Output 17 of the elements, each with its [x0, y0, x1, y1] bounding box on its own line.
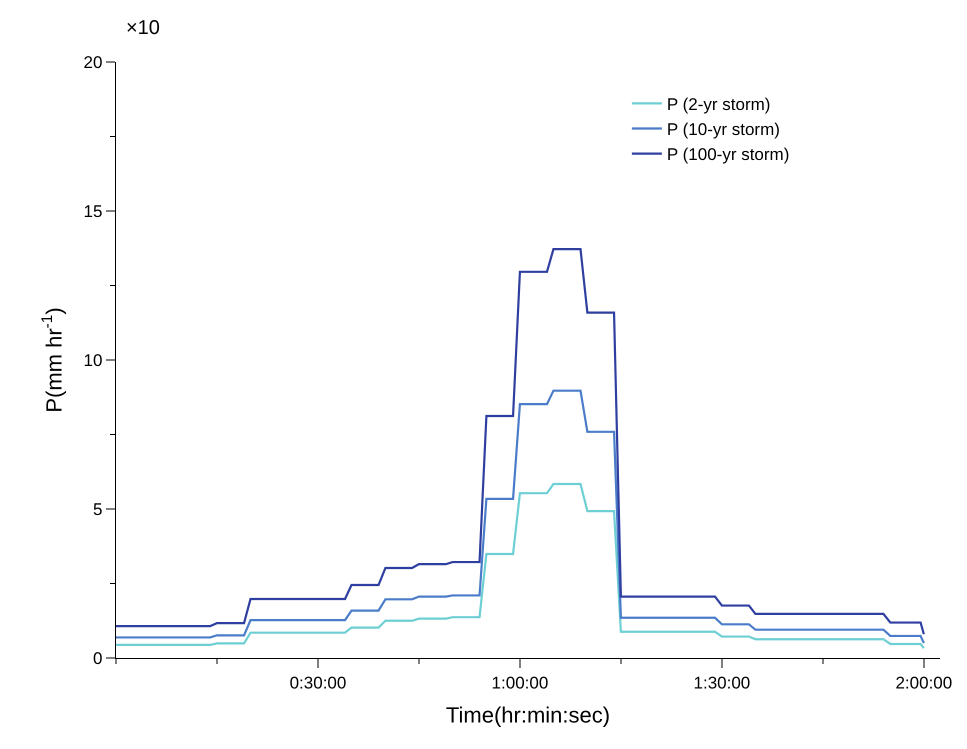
y-tick-label: 0 [92, 648, 102, 668]
y-tick-label: 15 [84, 202, 102, 221]
y-tick-label: 20 [84, 52, 102, 72]
y-tick-label: 10 [84, 350, 102, 370]
y-tick-label: 5 [92, 500, 102, 519]
x-tick-label: 2:00:00 [895, 674, 952, 693]
legend-label: P (2-yr storm) [666, 95, 770, 114]
x-tick-label: 1:00:00 [492, 674, 548, 693]
legend-label: P (100-yr storm) [666, 145, 790, 164]
text: ×10 [126, 17, 160, 39]
x-tick-label: 0:30:00 [290, 674, 346, 693]
line-series [116, 390, 925, 644]
line-series [116, 482, 925, 650]
line-series [116, 248, 925, 636]
legend-label: P (10-yr storm) [666, 120, 780, 140]
x-tick-label: 1:30:00 [694, 674, 750, 693]
x-axis-title: Time(hr:min:sec) [446, 702, 610, 728]
